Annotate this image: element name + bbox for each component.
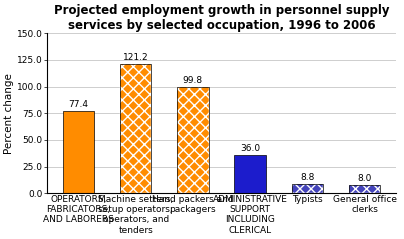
- Bar: [120, 64, 152, 193]
- Text: 8.8: 8.8: [300, 173, 315, 182]
- Bar: [349, 185, 380, 193]
- Bar: [120, 64, 152, 193]
- Text: 77.4: 77.4: [68, 100, 88, 109]
- Text: 36.0: 36.0: [240, 144, 260, 153]
- Bar: [292, 184, 323, 193]
- Y-axis label: Percent change: Percent change: [4, 73, 14, 154]
- Text: 99.8: 99.8: [183, 76, 203, 85]
- Text: 121.2: 121.2: [123, 54, 149, 62]
- Bar: [177, 87, 208, 193]
- Bar: [234, 155, 266, 193]
- Bar: [177, 87, 208, 193]
- Bar: [292, 184, 323, 193]
- Title: Projected employment growth in personnel supply
services by selected occupation,: Projected employment growth in personnel…: [54, 4, 389, 32]
- Text: 8.0: 8.0: [358, 174, 372, 183]
- Bar: [349, 185, 380, 193]
- Bar: [63, 111, 94, 193]
